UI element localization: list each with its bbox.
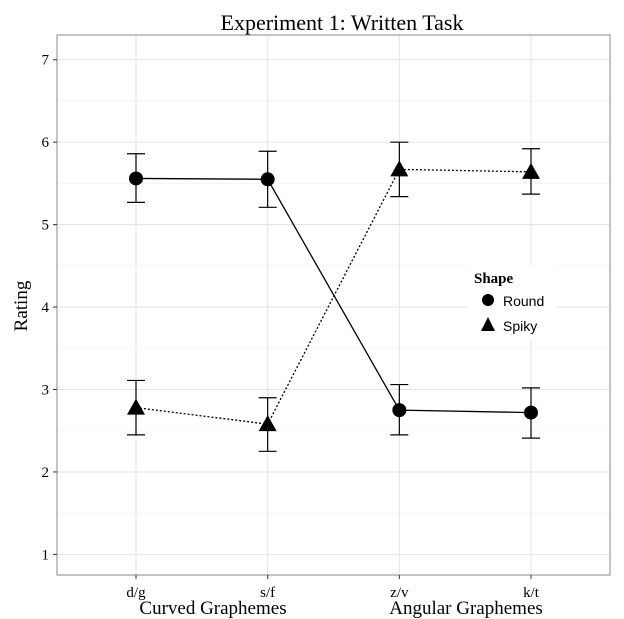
x-tick-label: d/g [126,585,146,601]
y-tick-label: 1 [42,547,50,563]
point-spiky [390,160,409,177]
x-tick-label: k/t [523,585,540,601]
point-round [392,403,407,418]
legend-circle-icon [482,294,494,306]
series-line-round [135,177,532,414]
legend-title: Shape [474,271,514,287]
chart-title: Experiment 1: Written Task [221,10,464,35]
y-tick-label: 6 [42,135,50,151]
point-round [524,405,538,420]
legend-label-round: Round [503,293,544,309]
grid [56,34,611,576]
plot-border [56,34,611,576]
legend: Shape Round Spiky [468,265,556,340]
legend-label-spiky: Spiky [503,318,537,334]
legend-triangle-icon [481,317,495,331]
series-lines [135,168,532,425]
point-spiky [522,162,540,179]
y-tick-label: 2 [42,465,50,481]
point-spiky [258,415,277,432]
y-axis: 1 2 3 4 5 6 7 [42,53,57,563]
point-round [129,171,143,186]
legend-item-spiky: Spiky [481,317,537,334]
markers [127,160,540,432]
point-spiky [127,398,145,415]
series-line-spiky [135,168,532,425]
y-axis-label: Rating [11,280,32,331]
y-tick-label: 3 [42,383,50,399]
x-tick-label: s/f [260,585,275,601]
error-bars [127,141,540,452]
x-axis: d/g s/f z/v k/t [126,575,540,601]
y-tick-label: 5 [42,218,50,234]
y-tick-label: 7 [42,53,50,69]
point-round [260,172,275,187]
y-tick-label: 4 [42,300,50,316]
group-label-angular: Angular Graphemes [389,598,543,619]
legend-item-round: Round [482,293,544,309]
x-tick-label: z/v [390,585,409,601]
group-label-curved: Curved Graphemes [139,598,286,619]
